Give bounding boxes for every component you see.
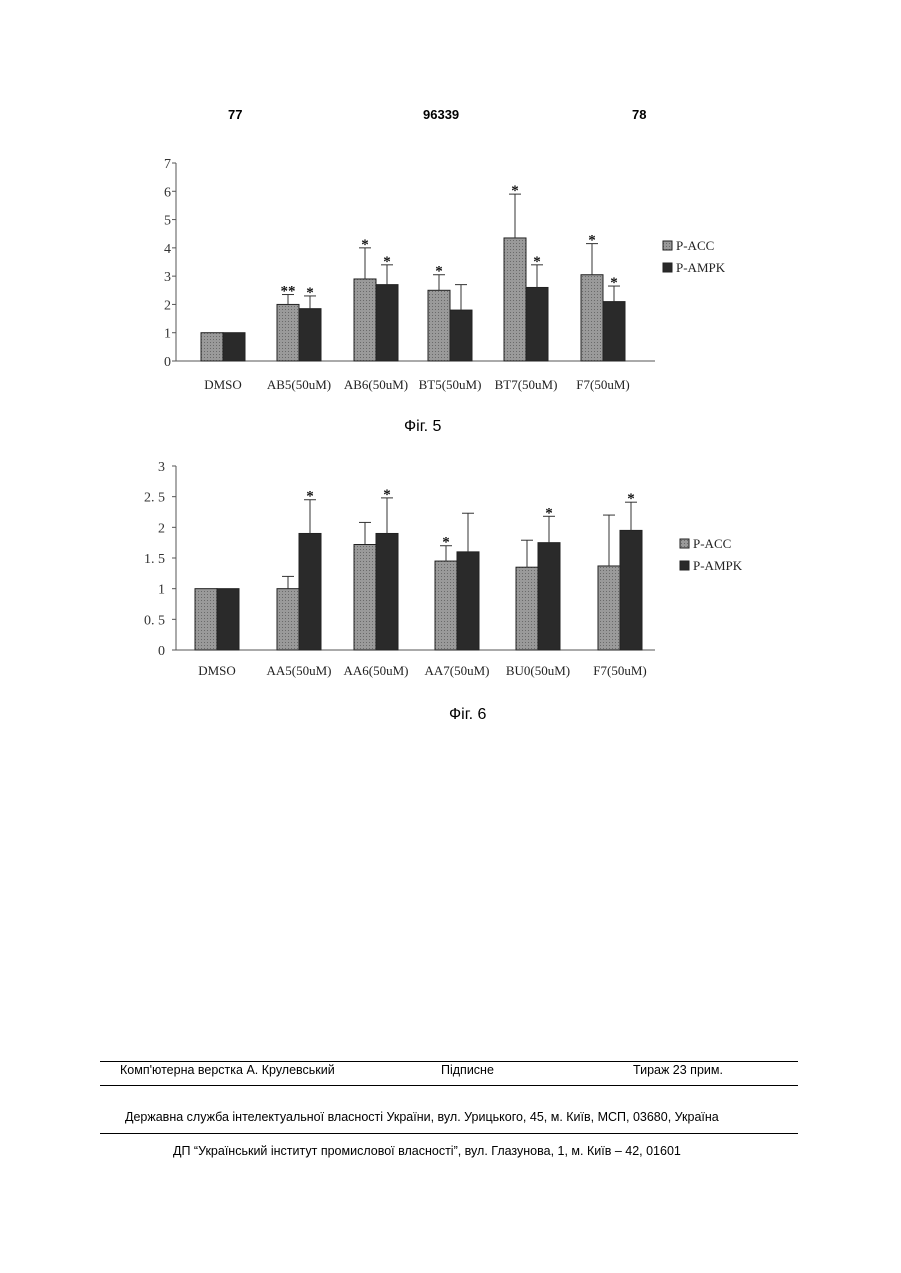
bar-p-acc — [504, 238, 526, 361]
footer-agency: Державна служба інтелектуальної власност… — [125, 1110, 719, 1124]
x-tick-label: BU0(50uM) — [506, 663, 570, 678]
x-tick-label: F7(50uM) — [576, 377, 629, 392]
footer-institute: ДП “Український інститут промислової вла… — [173, 1144, 681, 1158]
legend-label: P-AMPK — [676, 260, 726, 275]
bar-p-acc — [581, 275, 603, 361]
y-tick-label: 4 — [164, 242, 171, 257]
y-tick-label: 1 — [164, 327, 171, 342]
page-number-left: 77 — [228, 107, 242, 122]
significance-star: * — [361, 237, 369, 253]
x-tick-label: AA5(50uM) — [267, 663, 332, 678]
footer-signed: Підписне — [441, 1063, 494, 1077]
y-tick-label: 0 — [164, 355, 171, 370]
bar-p-ampk — [299, 533, 321, 650]
y-tick-label: 1 — [158, 583, 165, 598]
legend-swatch — [663, 241, 672, 250]
y-tick-label: 0 — [158, 644, 165, 659]
legend-label: P-ACC — [676, 238, 714, 253]
bar-p-ampk — [376, 285, 398, 361]
y-tick-label: 7 — [164, 157, 171, 172]
y-tick-label: 2 — [164, 298, 171, 313]
legend-label: P-AMPK — [693, 558, 743, 573]
patent-number: 96339 — [423, 107, 459, 122]
significance-star: * — [435, 264, 443, 280]
bar-p-acc — [428, 290, 450, 361]
bar-p-acc — [435, 561, 457, 650]
bar-p-ampk — [457, 552, 479, 650]
figure-5-caption: Фіг. 5 — [404, 418, 441, 436]
x-tick-label: AA6(50uM) — [344, 663, 409, 678]
bar-p-ampk — [526, 287, 548, 361]
bar-p-acc — [277, 589, 299, 650]
x-tick-label: DMSO — [198, 663, 236, 678]
y-tick-label: 6 — [164, 185, 171, 200]
significance-star: * — [442, 535, 450, 551]
bar-p-acc — [277, 304, 299, 361]
significance-star: * — [533, 254, 541, 270]
significance-star: * — [383, 487, 391, 503]
significance-star: * — [511, 183, 519, 199]
bar-p-ampk — [299, 309, 321, 361]
x-tick-label: DMSO — [204, 377, 242, 392]
significance-star: ** — [281, 284, 296, 300]
footer-rule-bottom — [100, 1133, 798, 1134]
significance-star: * — [545, 505, 553, 521]
bar-p-acc — [598, 566, 620, 650]
legend-swatch — [680, 539, 689, 548]
significance-star: * — [588, 233, 596, 249]
figure-6-caption: Фіг. 6 — [449, 706, 486, 724]
bar-p-acc — [201, 333, 223, 361]
y-tick-label: 5 — [164, 214, 171, 229]
footer-circulation: Тираж 23 прим. — [633, 1063, 723, 1077]
x-tick-label: BT7(50uM) — [495, 377, 558, 392]
significance-star: * — [306, 489, 314, 505]
footer-rule-middle — [100, 1085, 798, 1086]
bar-p-acc — [354, 279, 376, 361]
legend-swatch — [680, 561, 689, 570]
bar-p-ampk — [620, 530, 642, 650]
bar-p-acc — [195, 589, 217, 650]
x-tick-label: AA7(50uM) — [425, 663, 490, 678]
y-tick-label: 2. 5 — [144, 491, 165, 506]
bar-p-acc — [516, 567, 538, 650]
footer-typesetter: Комп'ютерна верстка А. Крулевський — [120, 1063, 335, 1077]
x-tick-label: BT5(50uM) — [419, 377, 482, 392]
bar-p-ampk — [217, 589, 239, 650]
bar-p-acc — [354, 545, 376, 650]
bar-p-ampk — [603, 302, 625, 361]
x-tick-label: AB5(50uM) — [267, 377, 331, 392]
significance-star: * — [610, 275, 618, 291]
y-tick-label: 3 — [164, 270, 171, 285]
legend-label: P-ACC — [693, 536, 731, 551]
legend-swatch — [663, 263, 672, 272]
bar-p-ampk — [223, 333, 245, 361]
y-tick-label: 2 — [158, 521, 165, 536]
footer-rule-top — [100, 1061, 798, 1062]
significance-star: * — [383, 254, 391, 270]
figure-6-chart: 0 0. 5 1 1. 5 2 2. 5 3 DMSO AA5(50uM) AA6(50uM) AA… — [0, 455, 901, 695]
figure-5-chart: 0 1 2 3 4 5 6 7 DMSO AB5(50uM) AB6(50uM) BT5(50uM) B… — [0, 150, 901, 410]
bar-p-ampk — [538, 543, 560, 650]
bar-p-ampk — [450, 310, 472, 361]
bar-p-ampk — [376, 533, 398, 650]
y-tick-label: 0. 5 — [144, 613, 165, 628]
page-number-right: 78 — [632, 107, 646, 122]
x-tick-label: F7(50uM) — [593, 663, 646, 678]
significance-star: * — [627, 491, 635, 507]
significance-star: * — [306, 285, 314, 301]
y-tick-label: 1. 5 — [144, 552, 165, 567]
y-tick-label: 3 — [158, 460, 165, 475]
x-tick-label: AB6(50uM) — [344, 377, 408, 392]
